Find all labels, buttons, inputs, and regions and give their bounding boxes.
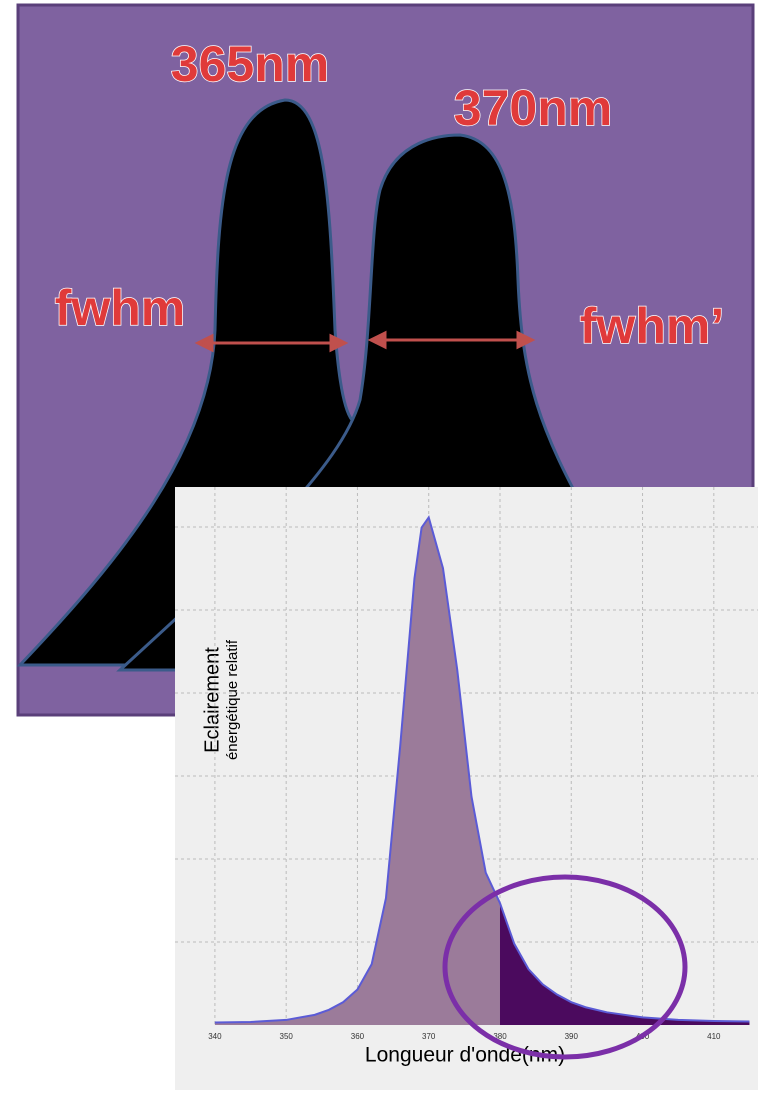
x-tick-label: 370 <box>422 1032 436 1041</box>
x-tick-label: 350 <box>280 1032 294 1041</box>
width-label: fwhm <box>55 280 186 336</box>
x-tick-label: 410 <box>707 1032 721 1041</box>
width-label: fwhm’ <box>580 298 724 354</box>
x-tick-label: 390 <box>565 1032 579 1041</box>
page: 365nm 370nm fwhm fwhm’ Eclairement énerg… <box>0 0 758 1090</box>
peak-label: 370nm <box>454 80 612 136</box>
y-label: énergétique relatif <box>224 639 241 760</box>
x-tick-label: 360 <box>351 1032 365 1041</box>
peak-label: 365nm <box>171 36 329 92</box>
y-label: Eclairement <box>201 647 223 753</box>
x-tick-label: 340 <box>208 1032 222 1041</box>
